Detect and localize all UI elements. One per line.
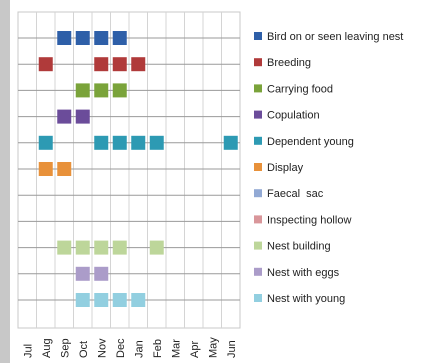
data-marker [38,135,53,150]
legend: Bird on or seen leaving nest Breeding Carr… [254,31,403,305]
legend-label: Carrying food [267,83,333,95]
data-marker [131,135,146,150]
data-marker [38,57,53,72]
legend-label: Nest with young [267,293,345,305]
x-tick-label: Jan [133,340,145,358]
legend-swatch [254,267,262,276]
data-marker [75,293,90,307]
data-marker [149,240,164,255]
legend-label: Breeding [267,57,311,69]
data-marker [112,240,127,255]
x-tick-label: Nov [96,338,108,358]
x-tick-label: Mar [170,339,182,358]
legend-swatch [254,32,262,40]
legend-swatch [254,163,262,171]
data-marker [94,135,109,150]
data-marker [149,135,164,150]
data-marker [94,31,109,45]
legend-label: Copulation [267,110,320,122]
x-tick-label: Sep [59,338,71,358]
legend-label: Faecal sac [267,188,324,200]
x-tick-label: Feb [152,339,164,358]
x-tick-label: Apr [189,341,201,358]
legend-label: Dependent young [267,136,354,148]
data-marker [131,57,146,72]
x-tick-label: Jun [226,340,238,358]
x-tick-label: Oct [78,341,90,358]
legend-swatch [254,84,262,93]
data-marker [94,240,109,255]
data-marker [57,109,72,124]
markers [38,31,238,307]
data-marker [112,83,127,98]
data-marker [131,293,146,307]
data-marker [75,240,90,255]
data-marker [75,266,90,281]
data-marker [75,31,90,45]
data-marker [38,162,53,176]
data-marker [112,57,127,72]
data-marker [112,135,127,150]
data-marker [112,31,127,45]
legend-swatch [254,189,262,198]
x-tick-label: Jul [22,344,34,358]
data-marker [94,293,109,307]
x-tick-label: May [207,337,219,358]
data-marker [75,83,90,98]
legend-swatch [254,241,262,250]
data-marker [75,109,90,124]
legend-swatch [254,110,262,119]
legend-swatch [254,58,262,67]
data-marker [57,240,72,255]
legend-label: Nest building [267,241,331,253]
legend-label: Bird on or seen leaving nest [267,31,403,43]
data-marker [223,135,238,150]
data-marker [94,57,109,72]
legend-swatch [254,136,262,145]
left-border-strip [0,0,10,363]
legend-label: Display [267,162,304,174]
legend-label: Inspecting hollow [267,214,351,226]
x-tick-label: Dec [115,338,127,358]
data-marker [94,83,109,98]
data-marker [94,266,109,281]
data-marker [57,162,72,176]
x-tick-label: Aug [41,338,53,358]
legend-swatch [254,215,262,224]
data-marker [112,293,127,307]
x-tick-labels: Jul Aug Sep Oct Nov Dec Jan Feb Mar Apr May Jun [22,337,238,358]
gridlines [18,12,240,328]
legend-label: Nest with eggs [267,267,340,279]
data-marker [57,31,72,45]
legend-swatch [254,294,262,302]
